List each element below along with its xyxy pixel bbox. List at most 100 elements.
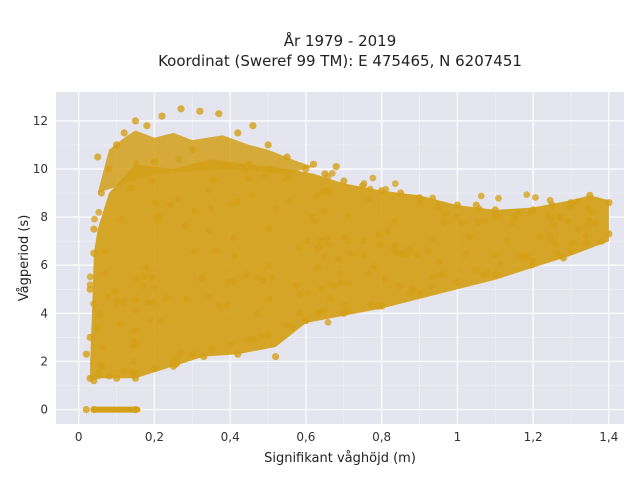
scatter-point — [435, 258, 442, 266]
scatter-point — [90, 377, 98, 385]
scatter-point — [550, 221, 558, 229]
x-tick-label: 0,2 — [145, 430, 164, 444]
scatter-point — [241, 167, 249, 175]
scatter-point — [146, 316, 154, 324]
scatter-point — [94, 369, 102, 378]
scatter-point — [314, 263, 322, 271]
point-cloud-upper-region — [97, 130, 314, 193]
scatter-point — [113, 141, 121, 149]
scatter-point — [261, 172, 269, 180]
scatter-point — [320, 207, 328, 215]
scatter-point — [325, 241, 333, 249]
scatter-point — [258, 332, 265, 340]
scatter-point — [266, 165, 274, 172]
scatter-point — [234, 197, 242, 205]
scatter-point — [365, 195, 373, 203]
scatter-point — [391, 180, 399, 188]
point-cloud-body — [90, 159, 609, 381]
scatter-point — [198, 274, 206, 282]
scatter-point — [509, 220, 516, 227]
scatter-point — [496, 212, 504, 220]
scatter-point — [567, 203, 575, 211]
scatter-point — [150, 158, 159, 166]
scatter-point — [317, 285, 325, 293]
scatter-point — [118, 215, 125, 223]
scatter-point — [113, 301, 120, 308]
x-tick-label: 0 — [75, 430, 83, 444]
scatter-point — [150, 365, 159, 373]
scatter-point — [206, 227, 213, 235]
scatter-point — [97, 189, 105, 197]
scatter-point — [547, 236, 555, 244]
scatter-point — [472, 266, 479, 274]
scatter-point — [149, 273, 157, 281]
scatter-point — [158, 112, 166, 120]
scatter-point — [191, 207, 199, 214]
scatter-point — [316, 236, 324, 244]
scatter-point — [343, 307, 350, 314]
scatter-point — [491, 271, 499, 279]
scatter-point — [282, 176, 290, 183]
scatter-point — [440, 212, 448, 220]
scatter-point — [597, 237, 605, 245]
scatter-point — [302, 165, 310, 173]
scatter-point — [453, 278, 461, 286]
scatter-point — [215, 301, 223, 309]
scatter-point — [453, 213, 461, 221]
scatter-point — [347, 250, 354, 257]
scatter-point — [254, 274, 262, 282]
scatter-point — [367, 300, 374, 308]
scatter-point — [245, 160, 253, 168]
scatter-point — [91, 215, 98, 223]
scatter-point — [230, 234, 237, 242]
scatter-point — [250, 336, 257, 343]
scatter-point — [131, 117, 140, 125]
scatter-point — [99, 344, 107, 351]
scatter-point — [249, 122, 257, 130]
scatter-point — [200, 353, 208, 361]
scatter-point — [120, 129, 128, 137]
scatter-point — [374, 302, 382, 310]
scatter-point — [434, 203, 443, 212]
scatter-point — [428, 274, 436, 281]
scatter-point — [113, 374, 121, 382]
scatter-point — [173, 360, 181, 367]
scatter-point — [439, 219, 447, 226]
scatter-point — [131, 406, 140, 414]
scatter-point — [548, 214, 556, 222]
scatter-point — [416, 198, 423, 206]
scatter-point — [82, 406, 90, 414]
scatter-point — [587, 208, 595, 216]
scatter-point — [377, 241, 385, 249]
scatter-point — [86, 333, 94, 341]
scatter-point — [295, 309, 303, 317]
scatter-point — [82, 350, 90, 358]
scatter-point — [382, 276, 389, 283]
scatter-point — [90, 225, 98, 233]
scatter-point — [337, 270, 344, 278]
scatter-point — [382, 185, 390, 193]
scatter-point — [338, 279, 345, 286]
scatter-point — [105, 372, 113, 380]
scatter-point — [120, 367, 128, 375]
scatter-point — [86, 273, 94, 281]
scatter-point — [453, 201, 461, 209]
scatter-point — [175, 155, 182, 163]
scatter-point — [323, 235, 331, 243]
scatter-point — [149, 177, 156, 185]
scatter-point — [212, 247, 220, 255]
scatter-point — [259, 277, 267, 285]
chart-title-line1: År 1979 - 2019 — [284, 31, 397, 50]
scatter-point — [264, 331, 272, 339]
scatter-point — [131, 374, 140, 382]
scatter-point — [429, 194, 436, 202]
scatter-point — [289, 324, 296, 331]
scatter-point — [369, 174, 377, 182]
scatter-point — [140, 273, 148, 281]
scatter-point — [151, 199, 159, 207]
scatter-point — [605, 199, 613, 207]
scatter-point — [94, 153, 102, 161]
scatter-point — [491, 213, 499, 221]
scatter-point — [245, 175, 252, 183]
